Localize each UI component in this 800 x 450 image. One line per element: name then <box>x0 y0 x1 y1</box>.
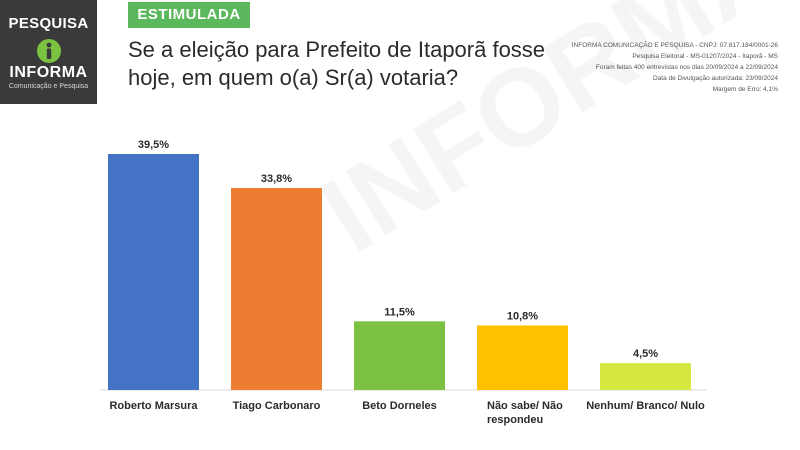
bar <box>231 188 322 390</box>
category-label: Beto Dorneles <box>362 400 437 412</box>
bar <box>354 321 445 390</box>
info-line: INFORMA COMUNICAÇÃO E PESQUISA - CNPJ: 0… <box>571 42 778 49</box>
survey-type-tag: ESTIMULADA <box>128 2 250 28</box>
bar <box>108 154 199 390</box>
bar-value-label: 11,5% <box>384 306 415 318</box>
logo-subtitle: Comunicação e Pesquisa <box>8 83 89 90</box>
bar-value-label: 10,8% <box>507 310 538 322</box>
bar-value-label: 39,5% <box>138 139 169 151</box>
category-label: Roberto Marsura <box>109 400 198 412</box>
bar-value-label: 4,5% <box>633 348 658 360</box>
category-label: Tiago Carbonaro <box>233 400 321 412</box>
info-line: Margem de Erro: 4,1% <box>712 86 778 93</box>
bar-value-label: 33,8% <box>261 173 292 185</box>
bar <box>600 363 691 390</box>
logo-name: INFORMA <box>9 64 88 81</box>
category-label: Nenhum/ Branco/ Nulo <box>586 400 705 412</box>
category-label: respondeu <box>487 414 543 426</box>
info-line: Foram feitas 400 entrevistas nos dias 20… <box>595 64 778 71</box>
logo: PESQUISA INFORMA Comunicação e Pesquisa <box>0 0 97 104</box>
info-line: Pesquisa Eleitoral - MS-01207/2024 - Ita… <box>632 53 778 60</box>
info-icon <box>37 39 61 63</box>
bar <box>477 325 568 390</box>
logo-top-text: PESQUISA <box>8 15 89 32</box>
info-line: Data de Divulgação autorizada: 23/09/202… <box>652 75 778 82</box>
survey-info: INFORMA COMUNICAÇÃO E PESQUISA - CNPJ: 0… <box>548 40 778 95</box>
question-title: Se a eleição para Prefeito de Itaporã fo… <box>128 37 546 90</box>
category-label: Não sabe/ Não <box>487 400 563 412</box>
